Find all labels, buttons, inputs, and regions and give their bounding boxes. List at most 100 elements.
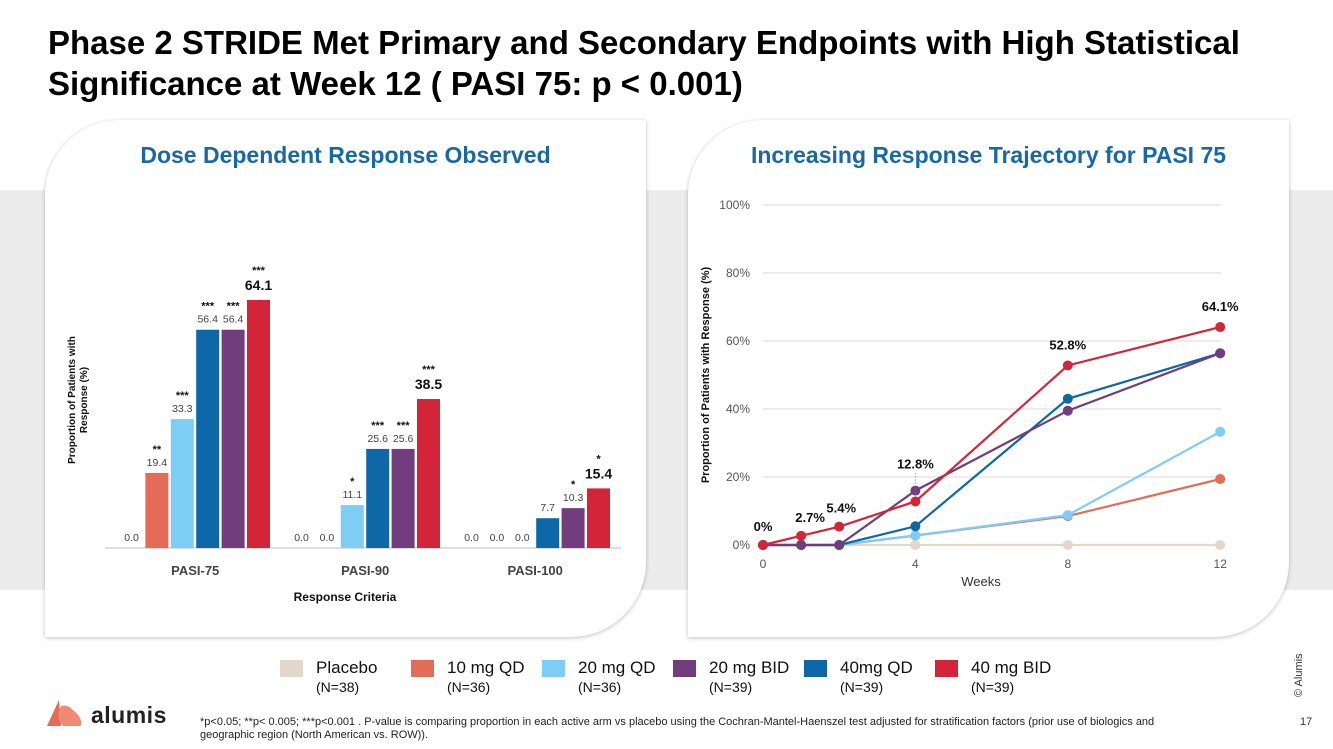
- data-point-20-mg-bid: [796, 540, 807, 550]
- x-tick-label: PASI-90: [341, 563, 389, 578]
- y-tick-label: 80%: [726, 266, 750, 280]
- series-line-40mg-qd: [763, 352, 1221, 547]
- bar-value-label: 56.4: [223, 314, 244, 326]
- data-label: 0%: [754, 519, 773, 534]
- data-point-20-mg-bid: [1062, 405, 1073, 416]
- bar-pasi-75-40-mg-bid: [247, 299, 270, 548]
- data-point-40-mg-bid: [1062, 360, 1073, 371]
- bar-value-label: 7.7: [540, 502, 555, 514]
- significance-marker: ***: [397, 420, 411, 432]
- slide-title: Phase 2 STRIDE Met Primary and Secondary…: [48, 24, 1240, 102]
- bar-value-label: 38.5: [415, 376, 442, 392]
- page-number: 17: [1300, 716, 1313, 728]
- legend-count: (N=36): [578, 679, 622, 695]
- legend-label: 40 mg BID: [971, 658, 1052, 677]
- legend-swatch: [280, 660, 303, 677]
- legend-label: 10 mg QD: [447, 658, 525, 677]
- legend-count: (N=38): [316, 679, 360, 695]
- x-tick-label: 4: [912, 557, 919, 571]
- data-point-placebo: [1062, 540, 1073, 550]
- data-point-20-mg-bid: [1215, 348, 1226, 359]
- legend-swatch: [542, 660, 565, 677]
- y-axis-title-line: Proportion of Patients with: [67, 336, 78, 464]
- legend-label: 20 mg BID: [709, 658, 790, 677]
- bar-pasi-75-20-mg-qd: [170, 419, 194, 548]
- x-tick-label: 0: [760, 557, 767, 571]
- data-point-40-mg-bid: [910, 496, 921, 507]
- data-label: 64.1%: [1202, 299, 1239, 314]
- bar-chart-title: Dose Dependent Response Observed: [140, 142, 551, 168]
- bar-pasi-100-40-mg-bid: [587, 488, 610, 548]
- bar-value-label: 33.3: [172, 403, 193, 415]
- bar-value-label: 0.0: [124, 532, 139, 544]
- line-chart-card: Increasing Response Trajectory for PASI …: [688, 120, 1289, 637]
- bar-pasi-75-40mg-qd: [196, 329, 220, 548]
- legend-item-40mg-qd: 40mg QD (N=39): [804, 658, 934, 698]
- data-label: 52.8%: [1049, 337, 1086, 352]
- legend-count: (N=36): [447, 679, 491, 695]
- data-point-40-mg-bid: [834, 521, 845, 532]
- bar-pasi-75-20-mg-bid: [221, 329, 245, 548]
- legend-swatch: [804, 660, 827, 677]
- bar-value-label: 11.1: [342, 489, 362, 501]
- x-tick-label: PASI-100: [507, 563, 562, 578]
- bar-pasi-90-20-mg-qd: [340, 505, 364, 548]
- significance-marker: **: [153, 444, 162, 456]
- data-point-40mg-qd: [910, 521, 921, 532]
- data-point-20-mg-qd: [1215, 426, 1226, 437]
- significance-marker: ***: [227, 301, 241, 313]
- y-axis-title-line: Response (%): [79, 367, 90, 433]
- y-tick-label: 0%: [733, 538, 751, 552]
- significance-marker: ***: [371, 420, 385, 432]
- alumis-logo-text: alumis: [91, 702, 167, 728]
- x-axis-title: Response Criteria: [294, 590, 397, 604]
- bar-chart: 0.019.4**33.3***56.4***56.4***64.1***PAS…: [67, 265, 621, 604]
- bar-value-label: 10.3: [563, 492, 584, 504]
- data-point-20-mg-bid: [910, 485, 921, 496]
- series-line-20-mg-bid: [763, 352, 1221, 547]
- bar-pasi-90-40-mg-bid: [417, 399, 440, 548]
- data-point-40-mg-bid: [1215, 322, 1226, 333]
- legend-count: (N=39): [840, 679, 884, 695]
- bar-chart-card: Dose Dependent Response Observed 0.0 19.4…: [45, 120, 646, 637]
- significance-marker: *: [350, 476, 355, 488]
- significance-marker: *: [571, 479, 576, 491]
- bar-value-label: 19.4: [147, 457, 168, 469]
- legend-item-20mg-bid: 20 mg BID (N=39): [673, 658, 803, 698]
- legend-count: (N=39): [709, 679, 753, 695]
- data-point-40-mg-bid: [758, 540, 768, 550]
- y-tick-label: 40%: [726, 402, 750, 416]
- footnote: *p<0.05; **p< 0.005; ***p<0.001 . P-valu…: [200, 716, 1155, 741]
- bar-pasi-100-20-mg-bid: [561, 508, 585, 548]
- x-tick-label: 12: [1214, 557, 1228, 571]
- data-point-20-mg-qd: [1062, 510, 1073, 521]
- data-label: 2.7%: [795, 510, 825, 525]
- legend-swatch: [411, 660, 434, 677]
- bar-pasi-100-40mg-qd: [536, 518, 560, 548]
- legend-label: 20 mg QD: [578, 658, 656, 677]
- legend-label: 40mg QD: [840, 658, 913, 677]
- data-point-20-mg-qd: [910, 530, 921, 541]
- line-chart-title: Increasing Response Trajectory for PASI …: [750, 142, 1227, 168]
- bar-value-label: 64.1: [245, 277, 272, 293]
- data-label: 12.8%: [897, 456, 934, 471]
- legend-swatch: [935, 660, 958, 677]
- copyright: © Alumis: [1293, 653, 1305, 697]
- legend-label: Placebo: [316, 658, 378, 677]
- legend-swatch: [673, 660, 696, 677]
- bar-value-label: 56.4: [197, 314, 218, 326]
- line-chart: 0% 20% 40% 60% 80% 100% 0 4 8 12 Weeks Proportion o…: [700, 198, 1239, 589]
- bar-value-label: 25.6: [393, 433, 414, 445]
- x-axis-title: Weeks: [961, 574, 1001, 589]
- bar-value-label: 15.4: [585, 465, 612, 481]
- y-tick-label: 60%: [726, 334, 750, 348]
- significance-marker: ***: [422, 364, 436, 376]
- legend-item-placebo: Placebo (N=38): [280, 658, 410, 698]
- significance-marker: ***: [201, 301, 215, 313]
- data-point-40-mg-bid: [796, 530, 807, 541]
- bar-value-label: 25.6: [367, 433, 388, 445]
- legend-item-10mg-qd: 10 mg QD (N=36): [411, 658, 541, 698]
- data-point-10-mg-qd: [1215, 474, 1226, 485]
- bar-pasi-75-10-mg-qd: [145, 472, 169, 548]
- significance-marker: ***: [252, 265, 266, 277]
